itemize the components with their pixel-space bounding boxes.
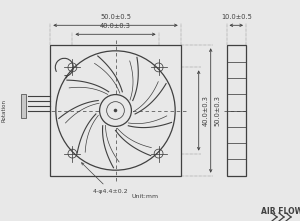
Text: AIR FLOW: AIR FLOW	[261, 206, 300, 215]
Text: Unit:mm: Unit:mm	[132, 194, 159, 199]
Bar	[50, 45, 181, 176]
Text: 10.0±0.5: 10.0±0.5	[221, 14, 252, 20]
Text: 40.0±0.3: 40.0±0.3	[100, 23, 131, 29]
Bar	[226, 45, 246, 176]
Text: 4-φ4.4±0.2: 4-φ4.4±0.2	[82, 163, 128, 194]
Text: 40.0±0.3: 40.0±0.3	[203, 95, 209, 126]
Bar	[21, 93, 26, 118]
Text: Rotation: Rotation	[2, 99, 7, 122]
Text: 50.0±0.5: 50.0±0.5	[100, 14, 131, 20]
Circle shape	[100, 95, 131, 126]
Circle shape	[114, 109, 117, 112]
Text: 50.0±0.3: 50.0±0.3	[215, 95, 221, 126]
